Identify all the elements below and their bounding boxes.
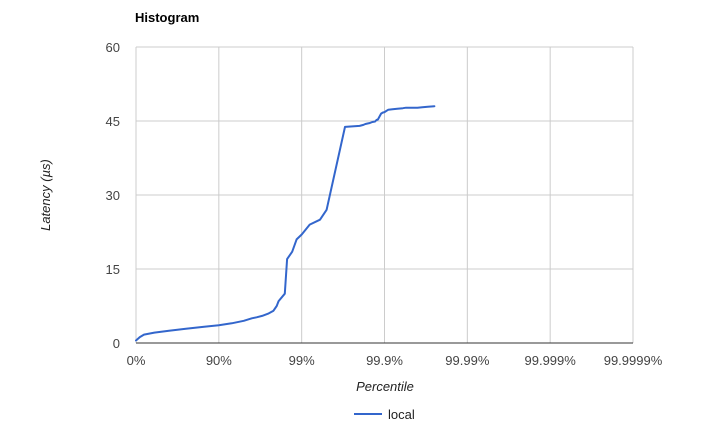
- legend: local: [354, 407, 415, 422]
- series-lines: [135, 105, 436, 342]
- y-axis-title: Latency (µs): [38, 159, 53, 231]
- x-axis-ticks: 0% 90% 99% 99.9% 99.99% 99.999% 99.9999%: [127, 353, 663, 368]
- x-tick-label: 99.99%: [445, 353, 490, 368]
- y-tick-label: 30: [106, 188, 120, 203]
- y-tick-label: 0: [113, 336, 120, 351]
- x-axis-title: Percentile: [356, 379, 414, 394]
- gridlines: [135, 46, 634, 344]
- x-tick-label: 99.999%: [525, 353, 577, 368]
- y-axis-ticks: 0 15 30 45 60: [106, 40, 120, 351]
- y-tick-label: 60: [106, 40, 120, 55]
- x-tick-label: 99%: [289, 353, 315, 368]
- x-tick-label: 90%: [206, 353, 232, 368]
- series-line-local: [135, 105, 436, 342]
- y-tick-label: 15: [106, 262, 120, 277]
- x-tick-label: 0%: [127, 353, 146, 368]
- chart-title: Histogram: [135, 10, 199, 25]
- y-tick-label: 45: [106, 114, 120, 129]
- legend-label-local: local: [388, 407, 415, 422]
- x-tick-label: 99.9999%: [604, 353, 663, 368]
- x-tick-label: 99.9%: [366, 353, 403, 368]
